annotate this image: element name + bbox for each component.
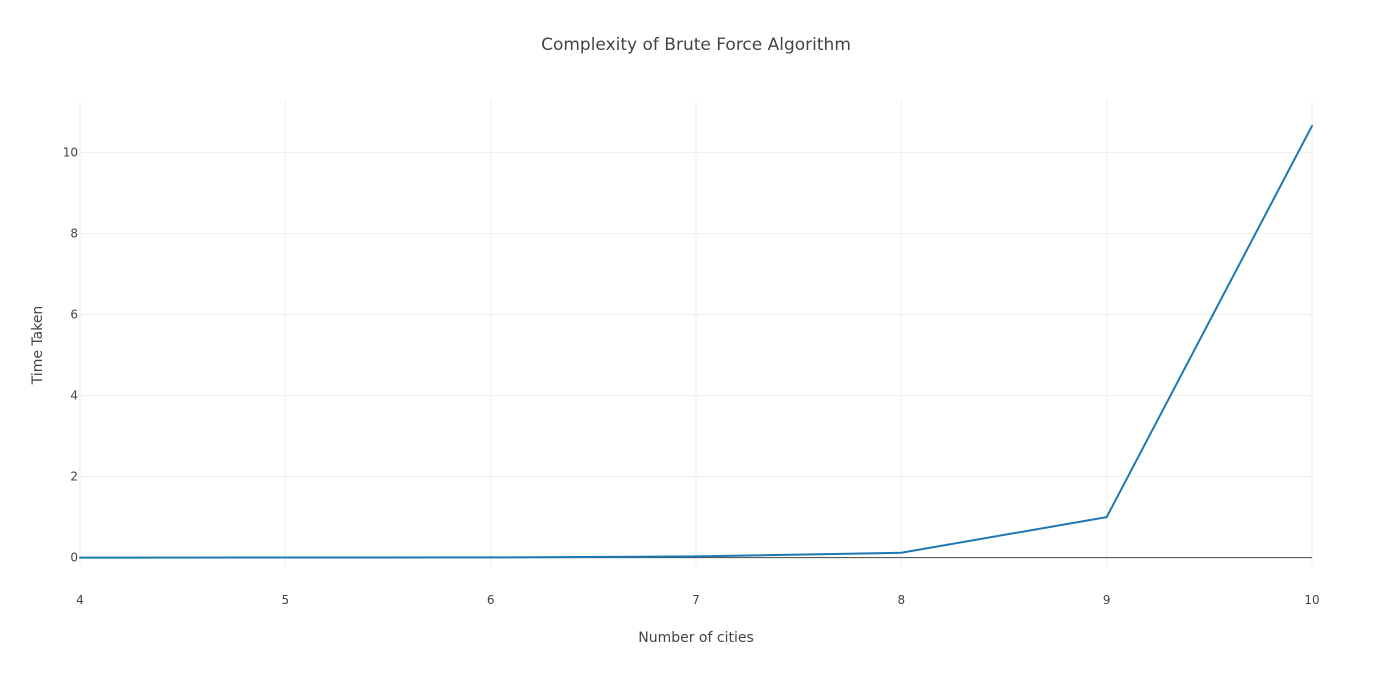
y-tick-label: 0 [70,551,78,565]
x-tick-labels: 4 5 6 7 8 9 10 [76,593,1319,607]
x-tick-label: 4 [76,593,84,607]
y-tick-labels: 0 2 4 6 8 10 [63,146,78,565]
x-tick-label: 9 [1103,593,1111,607]
x-tick-label: 10 [1304,593,1319,607]
x-axis-title: Number of cities [638,630,754,646]
series-layer [79,124,1313,559]
y-tick-label: 4 [70,389,78,403]
series-line [79,124,1313,559]
y-tick-label: 8 [70,227,78,241]
x-tick-label: 8 [898,593,906,607]
x-tick-label: 7 [692,593,700,607]
y-tick-label: 6 [70,308,78,322]
x-tick-label: 5 [282,593,290,607]
chart-title: Complexity of Brute Force Algorithm [541,35,851,55]
y-tick-label: 10 [63,146,78,160]
grid-lines [79,100,1313,566]
x-tick-label: 6 [487,593,495,607]
y-tick-label: 2 [70,470,78,484]
y-axis-title: Time Taken [30,306,46,386]
